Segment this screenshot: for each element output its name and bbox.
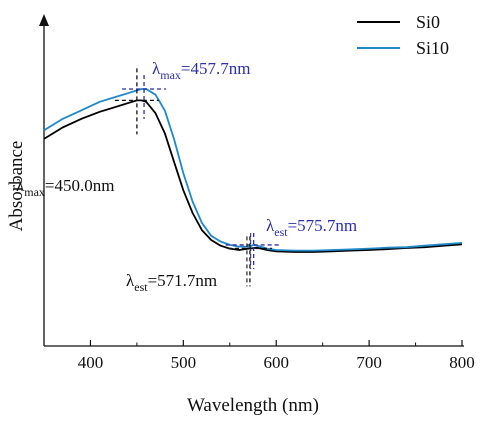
series-layer xyxy=(43,88,463,253)
x-tick-label: 600 xyxy=(263,353,289,372)
series-line-si10 xyxy=(43,88,463,252)
legend-label-si10: Si10 xyxy=(416,38,449,58)
annotation-layer: λmax=457.7nm λmax=450.0nm λest=575.7nm λest… xyxy=(16,59,357,294)
y-axis-label: Absorbance xyxy=(6,141,27,232)
x-axis-label: Wavelength (nm) xyxy=(187,395,319,416)
series-line-si0 xyxy=(43,99,463,253)
lest-si0-label: λest=571.7nm xyxy=(126,271,217,294)
x-tick-label: 800 xyxy=(449,353,475,372)
y-axis-arrow xyxy=(39,14,49,26)
x-tick-label: 400 xyxy=(78,353,104,372)
lmax-si10-label: λmax=457.7nm xyxy=(152,59,250,82)
legend: Si0 Si10 xyxy=(357,12,449,58)
x-tick-label: 500 xyxy=(171,353,197,372)
axes xyxy=(39,14,464,347)
x-ticks: 400 500 600 700 800 xyxy=(43,340,475,372)
legend-label-si0: Si0 xyxy=(416,12,440,32)
x-tick-label: 700 xyxy=(356,353,382,372)
lest-si10-label: λest=575.7nm xyxy=(266,216,357,239)
lmax-si0-label: λmax=450.0nm xyxy=(16,176,114,199)
